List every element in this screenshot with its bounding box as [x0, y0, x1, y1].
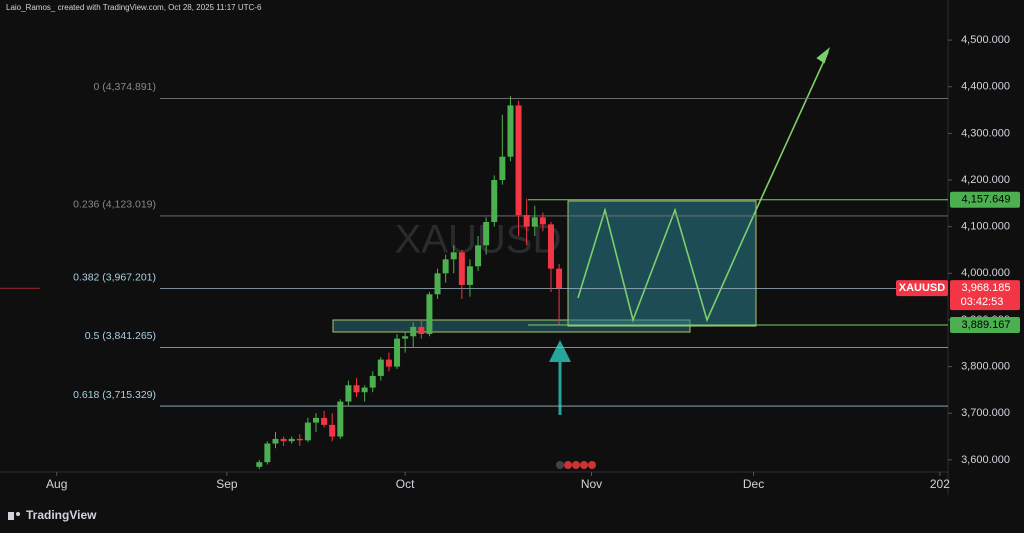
fib-label: 0 (4,374.891): [94, 81, 156, 93]
candle-body: [394, 338, 401, 367]
candle-body: [523, 215, 530, 227]
candle-body: [369, 375, 376, 388]
event-icon: [564, 461, 572, 469]
candle-body: [499, 156, 506, 181]
y-tick-label: 4,400.000: [961, 81, 1010, 93]
candle-body: [337, 401, 344, 437]
fib-label: 0.382 (3,967.201): [73, 271, 156, 283]
brand-name: TradingView: [26, 508, 97, 522]
event-icon: [580, 461, 588, 469]
projection-arrowhead: [816, 47, 831, 64]
price-tag: [950, 317, 1020, 334]
event-icons: [556, 461, 596, 469]
candle-body: [280, 438, 287, 442]
candle-body: [458, 252, 465, 285]
candle-body: [361, 387, 368, 393]
candle-body: [410, 326, 417, 337]
fib-label: 0.5 (3,841.265): [85, 330, 156, 342]
candle-body: [353, 385, 360, 393]
x-tick-label: Aug: [46, 477, 67, 491]
y-tick-label: 4,100.000: [961, 221, 1010, 233]
candle-body: [345, 385, 352, 402]
candle-body: [547, 224, 554, 269]
candle-body: [321, 417, 328, 425]
y-tick-label: 3,700.000: [961, 407, 1010, 419]
x-tick-label: 202: [930, 477, 950, 491]
candle-body: [556, 268, 563, 289]
candle-body: [491, 180, 498, 223]
price-tag-label: 3,889.167: [962, 319, 1011, 331]
x-tick-label: Sep: [216, 477, 238, 491]
y-tick-label: 4,000.000: [961, 267, 1010, 279]
candle-body: [385, 359, 392, 367]
fib-label: 0.236 (4,123.019): [73, 199, 156, 211]
fib-label: 0.618 (3,715.329): [73, 389, 156, 401]
y-tick-label: 3,600.000: [961, 454, 1010, 466]
event-icon: [572, 461, 580, 469]
price-tag-label: 4,157.649: [962, 194, 1011, 206]
candle-body: [466, 266, 473, 285]
last-price-tag: [950, 280, 1020, 311]
candle-body: [313, 417, 319, 423]
y-tick-label: 4,200.000: [961, 174, 1010, 186]
symbol-label: XAUUSD: [899, 282, 946, 294]
projection-path: [577, 51, 829, 323]
header: Laio_Ramos_ created with TradingView.com…: [6, 3, 262, 12]
candle-body: [377, 359, 384, 376]
event-icon: [588, 461, 596, 469]
last-price-label: 3,968.185: [962, 282, 1011, 294]
candle-body: [256, 462, 263, 467]
candle-body: [515, 105, 522, 216]
candle-body: [539, 217, 546, 225]
y-tick-label: 4,300.000: [961, 127, 1010, 139]
candle-body: [442, 259, 449, 274]
candle-body: [402, 336, 409, 339]
candle-body: [483, 222, 490, 246]
x-tick-label: Nov: [581, 477, 602, 491]
up-arrow-head: [549, 340, 571, 362]
range-box: [567, 200, 757, 327]
candle-body: [507, 105, 514, 157]
candle-body: [531, 217, 538, 227]
candle-body: [329, 424, 336, 437]
x-tick-label: Oct: [396, 477, 415, 491]
candle-body: [304, 422, 311, 441]
x-tick-label: Dec: [743, 477, 764, 491]
symbol-tag: [896, 280, 948, 297]
candle-body: [272, 438, 279, 444]
candle-body: [475, 245, 482, 267]
candle-body: [426, 294, 433, 334]
y-tick-label: 4,500.000: [961, 34, 1010, 46]
candle-body: [434, 273, 441, 295]
brand-logo: [8, 512, 14, 520]
candle-body: [264, 443, 271, 463]
price-tag: [950, 191, 1020, 208]
candle-body: [418, 326, 425, 334]
candle-body: [296, 438, 303, 441]
countdown: 03:42:53: [961, 296, 1004, 308]
y-tick-label: 3,800.000: [961, 360, 1010, 372]
candle-body: [450, 252, 457, 260]
event-icon: [556, 461, 564, 469]
candle-body: [288, 438, 295, 442]
brand-logo: [16, 512, 20, 516]
brand: TradingView: [8, 508, 97, 522]
